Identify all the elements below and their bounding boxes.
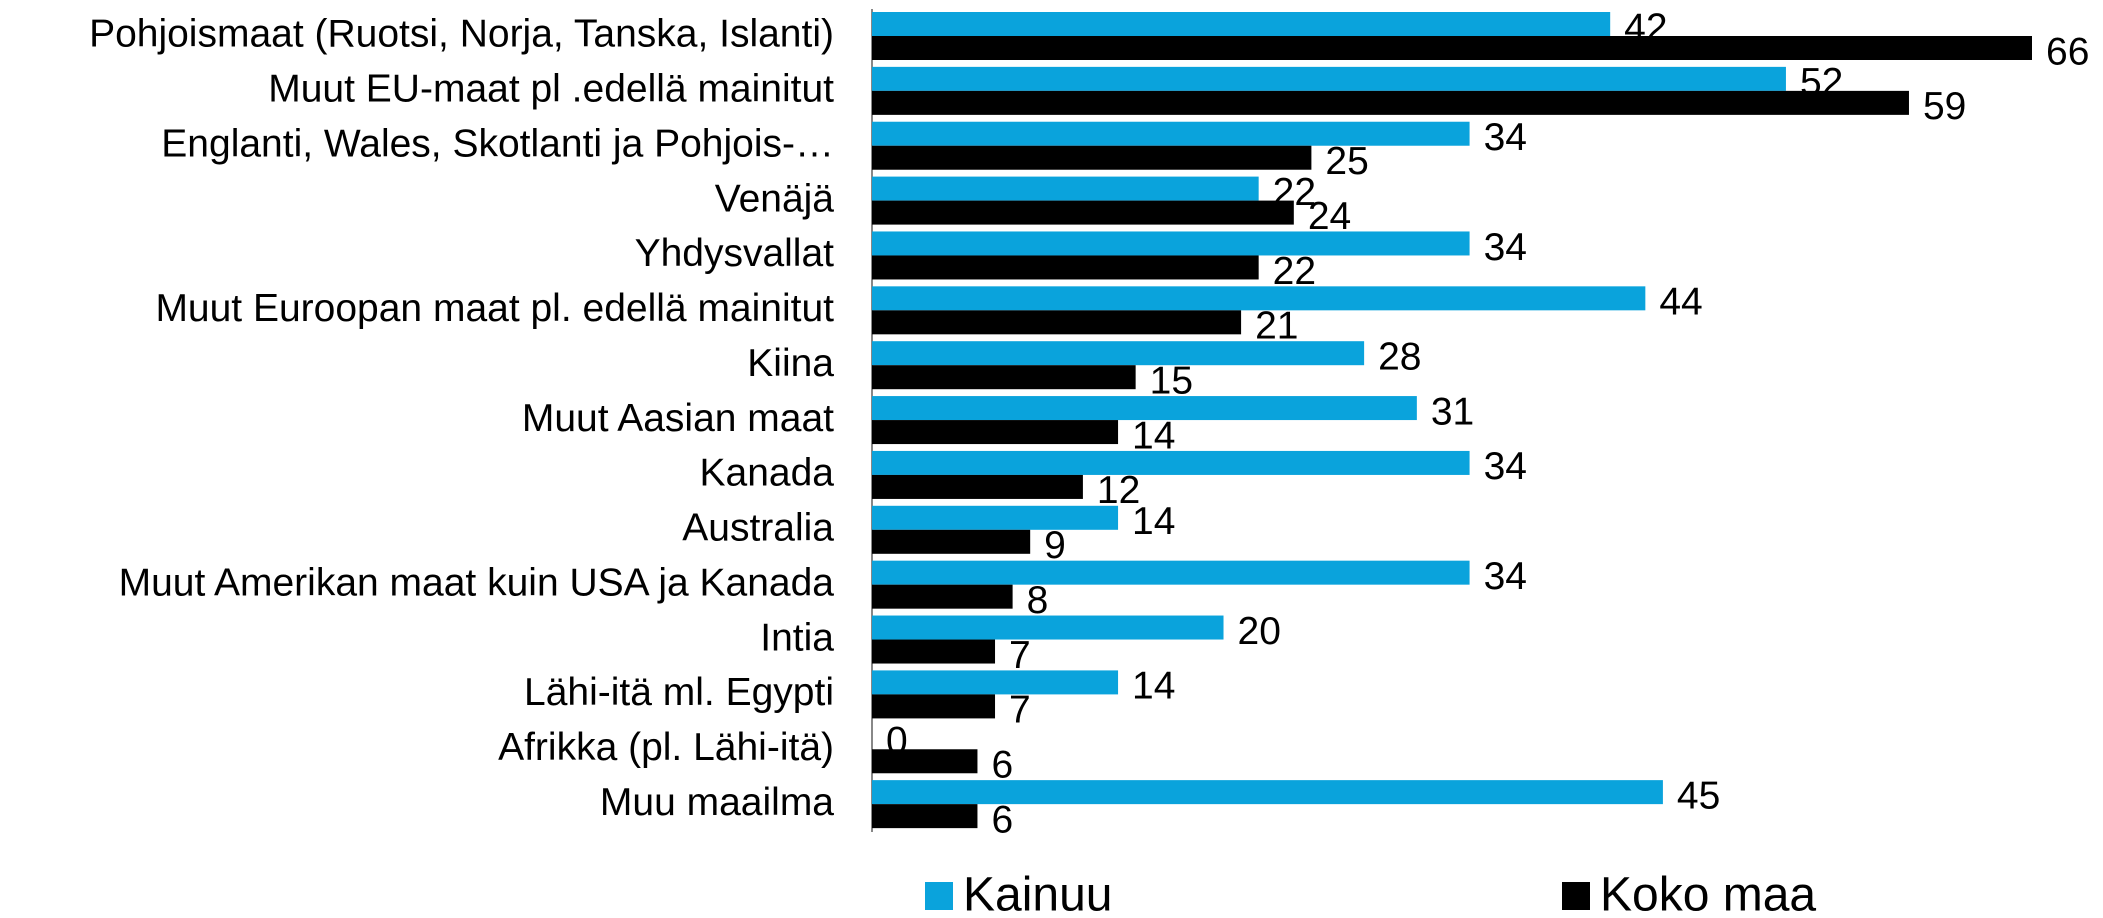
bar bbox=[872, 66, 1786, 91]
value-label: 12 bbox=[1097, 469, 1140, 512]
y-tick-label: Venäjä bbox=[715, 177, 835, 220]
value-label: 7 bbox=[1009, 689, 1031, 732]
bar bbox=[872, 365, 1136, 390]
y-tick-label: Pohjoismaat (Ruotsi, Norja, Tanska, Isla… bbox=[89, 13, 834, 56]
bar bbox=[872, 90, 1909, 115]
value-label: 20 bbox=[1238, 610, 1281, 653]
value-label: 34 bbox=[1484, 555, 1527, 598]
value-label: 66 bbox=[2046, 30, 2089, 73]
value-label: 59 bbox=[1923, 85, 1966, 128]
bar bbox=[872, 694, 996, 719]
y-tick-label: Muut Euroopan maat pl. edellä mainitut bbox=[155, 287, 834, 330]
value-label: 14 bbox=[1132, 500, 1175, 543]
bar bbox=[872, 529, 1031, 554]
bar bbox=[872, 310, 1242, 335]
value-label: 45 bbox=[1677, 774, 1720, 817]
value-label: 9 bbox=[1044, 524, 1066, 567]
value-label: 6 bbox=[991, 798, 1013, 841]
bar bbox=[872, 255, 1259, 280]
bar bbox=[872, 12, 1611, 36]
y-tick-label: Muu maailma bbox=[600, 781, 834, 824]
y-tick-label: Australia bbox=[682, 507, 834, 550]
value-label: 14 bbox=[1132, 665, 1175, 708]
value-label: 7 bbox=[1009, 634, 1031, 677]
bar bbox=[872, 505, 1119, 530]
bar bbox=[872, 474, 1083, 499]
y-tick-label: Kanada bbox=[700, 452, 835, 495]
y-tick-label: Muut Amerikan maat kuin USA ja Kanada bbox=[119, 561, 835, 604]
y-tick-label: Muut EU-maat pl .edellä mainitut bbox=[268, 68, 834, 111]
y-tick-label: Lähi-itä ml. Egypti bbox=[524, 671, 834, 714]
bar bbox=[872, 780, 1663, 805]
legend-label: Koko maa bbox=[1600, 869, 1816, 918]
bar bbox=[872, 36, 2032, 60]
bar bbox=[872, 670, 1119, 695]
value-label: 31 bbox=[1431, 390, 1474, 433]
y-tick-label: Englanti, Wales, Skotlanti ja Pohjois-… bbox=[161, 122, 834, 165]
value-label: 25 bbox=[1325, 140, 1368, 183]
y-tick-label: Yhdysvallat bbox=[635, 232, 835, 275]
bar bbox=[872, 450, 1470, 475]
value-label: 22 bbox=[1273, 250, 1316, 293]
bar bbox=[872, 639, 996, 664]
bar bbox=[872, 121, 1470, 146]
value-label: 44 bbox=[1659, 281, 1702, 324]
legend-label: Kainuu bbox=[963, 869, 1112, 918]
value-label: 15 bbox=[1150, 359, 1193, 402]
legend-swatch bbox=[925, 882, 953, 910]
bar bbox=[872, 396, 1417, 421]
bar bbox=[872, 560, 1470, 585]
y-tick-label: Muut Aasian maat bbox=[522, 397, 834, 440]
value-label: 8 bbox=[1027, 579, 1049, 622]
bar bbox=[872, 286, 1646, 311]
value-label: 24 bbox=[1308, 195, 1351, 238]
bar bbox=[872, 420, 1119, 445]
value-label: 14 bbox=[1132, 414, 1175, 457]
bar bbox=[872, 584, 1013, 609]
bar bbox=[872, 145, 1312, 170]
bar bbox=[872, 231, 1470, 256]
y-tick-label: Intia bbox=[760, 616, 834, 659]
bar bbox=[872, 749, 978, 774]
bar bbox=[872, 804, 978, 829]
bar bbox=[872, 176, 1259, 201]
value-label: 6 bbox=[991, 744, 1013, 787]
legend-swatch bbox=[1562, 882, 1590, 910]
value-label: 34 bbox=[1484, 116, 1527, 159]
bar bbox=[872, 615, 1224, 640]
value-label: 34 bbox=[1484, 226, 1527, 269]
bar bbox=[872, 341, 1365, 366]
value-label: 21 bbox=[1255, 305, 1298, 348]
y-tick-label: Afrikka (pl. Lähi-itä) bbox=[498, 726, 834, 769]
bar bbox=[872, 200, 1294, 225]
y-tick-label: Kiina bbox=[747, 342, 834, 385]
value-label: 28 bbox=[1378, 335, 1421, 378]
value-label: 34 bbox=[1484, 445, 1527, 488]
